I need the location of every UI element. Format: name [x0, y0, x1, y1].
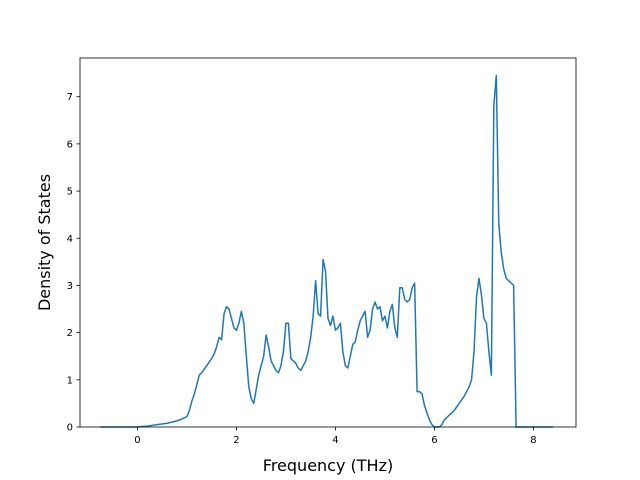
- x-tick-label: 0: [134, 435, 140, 446]
- y-tick-label: 2: [67, 328, 73, 339]
- y-tick-label: 0: [67, 423, 73, 434]
- x-tick-label: 4: [332, 435, 338, 446]
- x-axis-label: Frequency (THz): [263, 456, 393, 475]
- x-tick-label: 6: [431, 435, 437, 446]
- x-tick-label: 2: [233, 435, 239, 446]
- y-tick-label: 3: [67, 281, 73, 292]
- y-axis-label: Density of States: [35, 174, 54, 311]
- plot-frame: [79, 57, 577, 428]
- plot-area: [100, 74, 554, 428]
- y-tick-label: 7: [67, 92, 73, 103]
- y-tick-label: 5: [67, 187, 73, 198]
- dos-series-line-0: [100, 74, 554, 428]
- y-tick-label: 4: [67, 234, 73, 245]
- y-tick-label: 6: [67, 139, 73, 150]
- y-tick-label: 1: [67, 375, 73, 386]
- axis-ticks: 0 2 4 6 8 0 1 2 3 4 5 6 7: [67, 92, 537, 446]
- x-tick-label: 8: [530, 435, 536, 446]
